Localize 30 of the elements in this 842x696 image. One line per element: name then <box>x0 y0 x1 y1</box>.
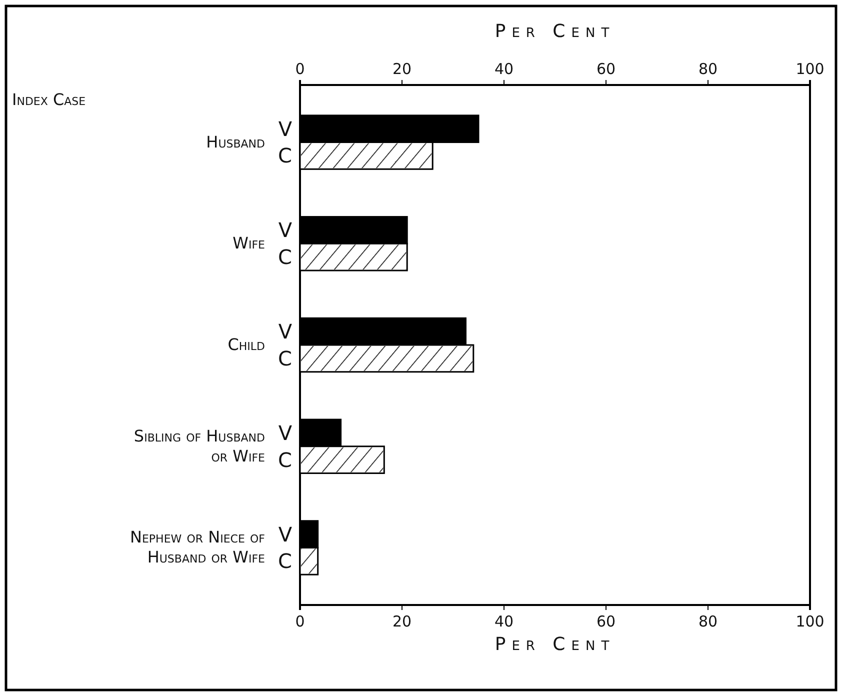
x2-tick-label: 40 <box>494 612 514 631</box>
text: V <box>278 420 292 445</box>
text: V <box>278 320 292 344</box>
x2-tick-label: 100 <box>796 612 824 631</box>
y-tick-label: Sibling of Husband or Wife <box>134 426 266 466</box>
x-axis-title: Per Cent <box>494 634 616 655</box>
x2-axis-title: Per Cent <box>494 21 616 42</box>
x-tick-label: 100 <box>796 60 824 78</box>
x2-tick-label: 0 <box>295 612 305 631</box>
text: C <box>278 448 292 472</box>
x-tick-label: 0 <box>295 60 305 78</box>
y-tick-label: Husband <box>206 132 265 152</box>
x2-tick-label: 20 <box>392 612 412 631</box>
text: C <box>278 245 292 270</box>
x-tick-label: 40 <box>494 60 514 78</box>
x2-tick-label: 80 <box>698 612 718 631</box>
text: C <box>278 346 292 370</box>
text: V <box>278 522 292 546</box>
x-tick-label: 60 <box>596 60 616 78</box>
text: V <box>278 218 292 242</box>
x-tick-label: 80 <box>698 60 718 78</box>
x2-tick-label: 60 <box>596 612 616 631</box>
x-tick-label: 20 <box>392 60 412 78</box>
text: C <box>278 549 292 574</box>
y-tick-label: Nephew or Niece of Husband or Wife <box>130 528 266 567</box>
y-tick-label: Child <box>228 335 265 354</box>
y-tick-label: Wife <box>232 234 266 253</box>
series-label: V <box>278 116 292 141</box>
series-label: C <box>278 144 292 168</box>
text: Index Case <box>12 90 86 109</box>
